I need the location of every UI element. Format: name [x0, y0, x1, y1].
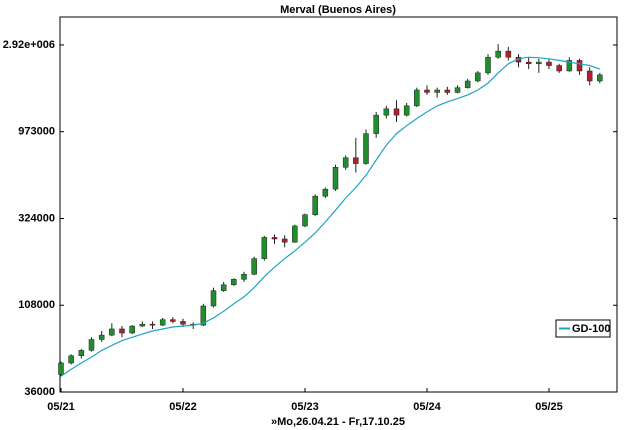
candle-body [58, 362, 64, 375]
candle-body [200, 305, 207, 326]
candle-body [312, 195, 318, 215]
x-tick-label: 05/22 [169, 401, 197, 413]
candle-body [139, 323, 146, 327]
candle-body [495, 50, 501, 58]
candle-body [546, 61, 552, 66]
y-tick-label: 973000 [18, 126, 55, 138]
y-tick-label: 324000 [18, 212, 55, 224]
candle-body [88, 339, 95, 351]
candle-body [220, 284, 227, 291]
candle-body [353, 157, 359, 164]
candle-body [464, 80, 471, 88]
y-tick-label: 2.92e+006 [3, 39, 55, 51]
x-tick-label: 05/23 [291, 401, 319, 413]
x-tick-label: 05/21 [47, 401, 75, 413]
candle-body [261, 237, 268, 259]
y-tick-label: 108000 [18, 299, 55, 311]
candle-body [180, 321, 186, 325]
candle-body [414, 89, 420, 107]
candle-body [576, 60, 583, 72]
candle-body [241, 273, 247, 280]
candle-body [403, 105, 410, 116]
candle-body [586, 70, 593, 82]
candle-body [424, 89, 430, 93]
candle-body [322, 188, 329, 197]
candle-body [444, 89, 451, 93]
candle-body [78, 350, 85, 356]
candle-body [383, 108, 390, 116]
candle-body [170, 319, 176, 322]
candle-body [556, 65, 562, 72]
candle-body [129, 325, 135, 334]
chart-title: Merval (Buenos Aires) [280, 4, 396, 16]
candle-body [505, 50, 512, 58]
x-tick-label: 05/25 [535, 401, 563, 413]
candle-body [475, 72, 481, 82]
moving-average-line [60, 56, 601, 377]
candle-body [363, 133, 369, 164]
candle-body [271, 237, 278, 240]
legend-label: GD-100 [572, 323, 611, 335]
x-tick-label: 05/24 [413, 401, 441, 413]
candle-body [109, 328, 115, 336]
candle-body [525, 61, 532, 65]
candle-body [485, 56, 491, 74]
candle-body [393, 108, 400, 116]
candle-body [149, 323, 156, 326]
candle-body [536, 61, 542, 65]
y-tick-label: 36000 [24, 386, 55, 398]
candle-body [342, 157, 349, 168]
plot-frame [59, 16, 618, 393]
candle-body [454, 87, 461, 93]
x-axis-label: »Mo,26.04.21 - Fr,17.10.25 [271, 416, 405, 428]
legend-box [555, 319, 611, 338]
candle-body [210, 290, 217, 307]
candle-body [373, 114, 379, 134]
candle-body [292, 225, 298, 243]
candle-body [281, 238, 288, 243]
candle-body [98, 334, 105, 340]
candle-body [434, 89, 440, 93]
candle-body [597, 74, 603, 82]
candle-body [68, 355, 74, 364]
candle-body [566, 60, 573, 72]
candle-body [302, 214, 308, 227]
candle-body [119, 328, 125, 334]
candle-body [251, 258, 257, 275]
candle-body [231, 279, 237, 286]
candle-body [332, 167, 339, 190]
candle-body [159, 319, 166, 326]
